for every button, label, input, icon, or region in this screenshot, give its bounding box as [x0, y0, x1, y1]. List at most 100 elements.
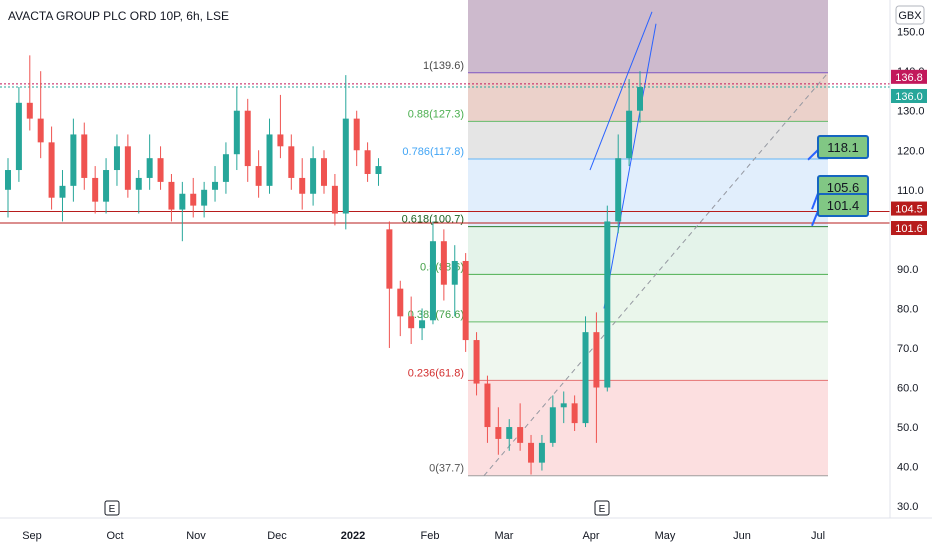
- currency-label: GBX: [898, 10, 922, 22]
- chart-title: AVACTA GROUP PLC ORD 10P, 6h, LSE: [8, 9, 229, 23]
- candle-body: [5, 170, 11, 190]
- time-tick-label: 2022: [341, 530, 365, 542]
- price-badge: [891, 221, 927, 236]
- fib-zone: [468, 321, 828, 381]
- fib-zone: [468, 72, 828, 122]
- fib-level-label: 1(139.6): [423, 60, 464, 72]
- price-tick-label: 90.0: [897, 264, 918, 276]
- candle-body: [582, 332, 589, 424]
- candle-body: [495, 427, 502, 439]
- candle-body: [212, 181, 219, 190]
- candle-body: [266, 134, 273, 186]
- time-tick-label: Jul: [811, 530, 825, 542]
- horizontal-lines[interactable]: [0, 83, 890, 224]
- fib-zone: [468, 226, 828, 275]
- candle-body: [462, 260, 469, 341]
- candle-body: [277, 134, 284, 147]
- earnings-marker[interactable]: E: [594, 500, 610, 516]
- candle-body: [135, 177, 142, 190]
- price-axis[interactable]: 30.040.050.060.070.080.090.0100.0110.012…: [891, 27, 927, 514]
- candle-body: [451, 260, 458, 285]
- fib-zone: [468, 274, 828, 322]
- candle-body: [538, 442, 545, 463]
- candle-body: [331, 185, 338, 214]
- candle-body: [429, 241, 436, 321]
- price-tick-label: 40.0: [897, 462, 918, 474]
- dashed-trend-line[interactable]: [483, 72, 829, 477]
- candle-body: [321, 158, 327, 186]
- time-tick-label: Jun: [733, 530, 751, 542]
- price-badge: [891, 201, 927, 216]
- price-callouts[interactable]: 118.1 105.6 101.4: [807, 135, 869, 227]
- price-tick-label: 30.0: [897, 501, 918, 513]
- price-tick-label: 110.0: [897, 185, 924, 197]
- fib-level-label: 0.786(117.8): [402, 146, 464, 158]
- candle-body: [15, 102, 22, 171]
- candle-body: [103, 170, 110, 202]
- candle-body: [353, 118, 360, 151]
- fib-zone: [468, 158, 828, 227]
- candle-body: [244, 110, 251, 167]
- candle-body: [593, 332, 600, 388]
- channel-upper-line[interactable]: [589, 11, 653, 171]
- candle-body: [506, 427, 513, 439]
- price-badge-label: 101.6: [895, 223, 923, 235]
- time-tick-label: Oct: [106, 530, 123, 542]
- candle-body: [310, 158, 317, 194]
- currency-button[interactable]: GBX: [895, 5, 925, 25]
- candle-body: [124, 146, 131, 190]
- price-tick-label: 150.0: [897, 27, 925, 39]
- candle-body: [560, 403, 567, 408]
- candle-body: [637, 86, 643, 111]
- fib-level-label: 0.236(61.8): [408, 367, 464, 379]
- price-badge: [891, 88, 927, 103]
- candle-body: [473, 340, 480, 384]
- candle-body: [26, 102, 33, 119]
- time-tick-label: Nov: [186, 530, 206, 542]
- price-tick-label: 70.0: [897, 343, 918, 355]
- candle-body: [255, 166, 262, 186]
- candle-body: [92, 177, 99, 202]
- channel-lower-line[interactable]: [603, 23, 657, 309]
- time-tick-label: Dec: [267, 530, 287, 542]
- price-tick-label: 50.0: [897, 422, 918, 434]
- candle-body: [571, 403, 578, 424]
- candle-body: [549, 407, 556, 443]
- price-badge-label: 104.5: [895, 204, 923, 216]
- candle-body: [517, 427, 524, 443]
- callout-box[interactable]: [817, 193, 869, 217]
- candle-body: [626, 110, 633, 159]
- candle-body: [81, 134, 88, 178]
- candle-body: [484, 383, 491, 428]
- candle-body: [408, 316, 415, 329]
- candle-body: [604, 221, 611, 388]
- price-tick-label: 130.0: [897, 106, 925, 118]
- candle-body: [70, 134, 77, 186]
- fib-zone: [468, 121, 828, 159]
- trend-lines[interactable]: [483, 11, 829, 477]
- candle-body: [288, 146, 295, 178]
- candle-body: [190, 193, 197, 206]
- time-axis[interactable]: Sep Oct Nov Dec 2022 Feb Mar Apr May Jun Jul: [22, 530, 825, 542]
- earnings-marker[interactable]: E: [104, 500, 120, 516]
- candle-body: [179, 193, 186, 210]
- callout-box[interactable]: [817, 135, 869, 159]
- price-badge-label: 136.0: [895, 91, 923, 103]
- candle-body: [48, 142, 55, 198]
- candle-body: [37, 118, 44, 143]
- price-tick-label: 120.0: [897, 145, 925, 157]
- fib-zone: [468, 380, 828, 476]
- fib-zone-top: [468, 0, 828, 73]
- candle-body: [168, 181, 175, 210]
- time-tick-label: Apr: [582, 530, 599, 542]
- fib-level-label: 0(37.7): [429, 463, 464, 475]
- price-badge: [891, 69, 927, 84]
- fibonacci-retracement[interactable]: 1(139.6)0.88(127.3)0.786(117.8)0.618(100…: [402, 0, 828, 477]
- earnings-marker-label: E: [599, 504, 606, 515]
- price-badge-label: 136.8: [895, 72, 923, 84]
- candle-body: [59, 185, 66, 198]
- candle-body: [233, 110, 240, 155]
- candle-body: [201, 189, 208, 206]
